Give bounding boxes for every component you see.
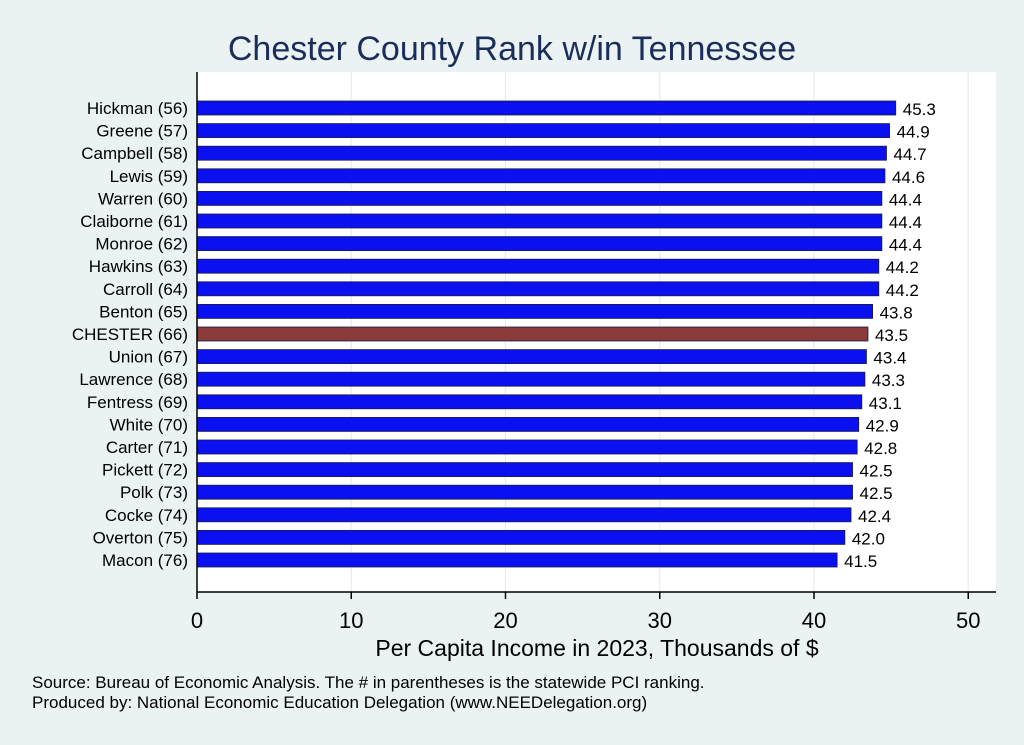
bar: [196, 123, 890, 138]
category-labels: Hickman (56) Greene (57) Campbell (58) Lewi…: [72, 99, 188, 570]
value-label: 42.0: [852, 529, 885, 548]
value-label: 43.5: [875, 326, 908, 345]
bar: [196, 552, 838, 568]
value-label: 44.4: [889, 213, 922, 232]
value-label: 43.8: [880, 303, 913, 322]
category-label: Carroll (64): [103, 280, 188, 299]
x-axis-title: Per Capita Income in 2023, Thousands of …: [375, 635, 818, 661]
producer-note: Produced by: National Economic Education…: [32, 693, 647, 712]
value-label: 42.5: [860, 484, 893, 503]
bar: [196, 462, 853, 478]
value-label: 41.5: [844, 552, 877, 571]
bar: [196, 439, 858, 455]
category-label: Union (67): [109, 348, 188, 367]
category-label: Warren (60): [98, 189, 188, 208]
category-label: Hawkins (63): [89, 257, 188, 276]
chart-title: Chester County Rank w/in Tennessee: [228, 30, 796, 68]
bar: [196, 100, 897, 116]
bar: [196, 416, 860, 432]
value-label: 45.3: [903, 100, 936, 119]
category-label: Campbell (58): [81, 144, 188, 163]
value-label: 42.4: [858, 507, 891, 526]
x-tick-label: 20: [493, 608, 517, 633]
bar: [196, 168, 886, 184]
category-label: Cocke (74): [105, 506, 188, 525]
value-label: 42.8: [864, 439, 897, 458]
category-label: White (70): [110, 415, 188, 434]
value-label: 42.9: [866, 416, 899, 435]
category-label: Hickman (56): [87, 99, 188, 118]
bar: [196, 507, 852, 523]
value-label: 44.4: [889, 190, 922, 209]
x-axis-ticks: 0 10 20 30 40 50: [191, 592, 980, 633]
category-label: Overton (75): [93, 528, 188, 547]
value-labels: 45.3 44.9 44.7 44.6 44.4 44.4 44.4 44.2 44.2 43.8…: [844, 100, 936, 571]
value-label: 43.4: [873, 349, 906, 368]
category-label: Polk (73): [120, 483, 188, 502]
bar: [196, 303, 874, 319]
value-label: 44.2: [886, 258, 919, 277]
category-label: Monroe (62): [95, 235, 188, 254]
x-tick-label: 10: [339, 608, 363, 633]
category-label: Claiborne (61): [80, 212, 188, 231]
bar: [196, 145, 887, 161]
bars: [196, 100, 897, 568]
bar: [196, 258, 880, 274]
category-label: Benton (65): [99, 302, 188, 321]
category-label: Pickett (72): [102, 461, 188, 480]
bar: [196, 326, 869, 342]
source-note: Source: Bureau of Economic Analysis. The…: [32, 673, 705, 692]
value-label: 44.6: [892, 168, 925, 187]
category-label: Macon (76): [102, 551, 188, 570]
category-label: Carter (71): [106, 438, 188, 457]
value-label: 44.2: [886, 281, 919, 300]
x-tick-label: 30: [647, 608, 671, 633]
bar: [196, 281, 880, 297]
x-tick-label: 40: [802, 608, 826, 633]
bar: [196, 394, 863, 410]
value-label: 43.1: [869, 394, 902, 413]
category-label: Fentress (69): [87, 393, 188, 412]
bar: [196, 349, 867, 365]
x-tick-label: 0: [191, 608, 203, 633]
value-label: 42.5: [860, 462, 893, 481]
bar: [196, 190, 883, 206]
bar: [196, 530, 846, 545]
category-label: Lawrence (68): [79, 370, 188, 389]
value-label: 43.3: [872, 371, 905, 390]
bar: [196, 484, 853, 500]
x-tick-label: 50: [956, 608, 980, 633]
bar: [196, 371, 866, 387]
value-label: 44.9: [897, 123, 930, 142]
category-label: Lewis (59): [110, 167, 188, 186]
category-label: CHESTER (66): [72, 325, 188, 344]
bar: [196, 213, 883, 229]
category-label: Greene (57): [96, 122, 188, 141]
value-label: 44.4: [889, 236, 922, 255]
value-label: 44.7: [893, 145, 926, 164]
bar: [196, 236, 883, 252]
